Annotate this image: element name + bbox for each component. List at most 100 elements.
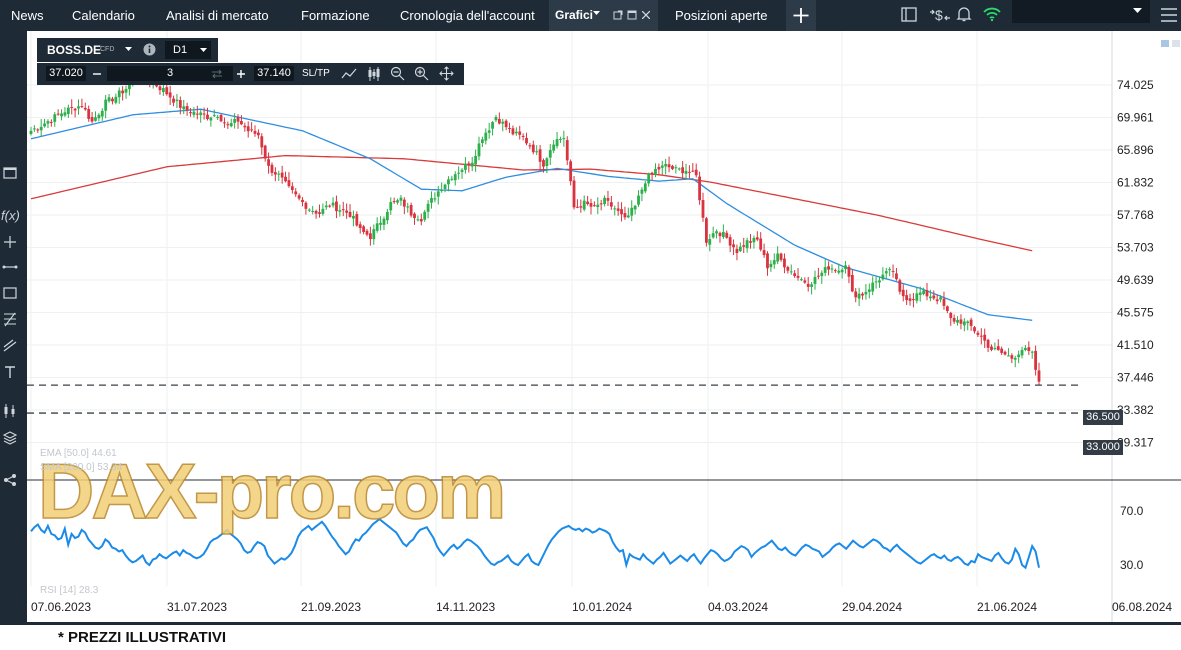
candle: [304, 201, 308, 215]
candle: [976, 330, 980, 338]
rsi-indicator: 70.0 30.0: [30, 504, 1144, 572]
candle: [480, 136, 484, 147]
zoom-in-icon[interactable]: [414, 66, 429, 81]
candle: [206, 107, 209, 121]
candle: [195, 105, 199, 120]
zoom-out-icon[interactable]: [390, 66, 405, 81]
tab-news[interactable]: News: [11, 8, 44, 23]
candle: [833, 268, 837, 273]
money-transfer-icon[interactable]: $: [929, 6, 951, 24]
candle: [806, 276, 810, 292]
candle: [671, 164, 674, 171]
close-icon[interactable]: [642, 11, 650, 19]
candle: [823, 259, 827, 277]
maximize-icon[interactable]: [627, 10, 637, 20]
candle: [90, 111, 94, 124]
candle: [355, 211, 359, 227]
chart-window-icon[interactable]: [3, 167, 17, 179]
rectangle-icon[interactable]: [3, 287, 17, 299]
swap-icon[interactable]: [210, 68, 224, 80]
candle: [494, 114, 498, 122]
candle: [117, 87, 121, 104]
function-icon[interactable]: f(x): [1, 207, 21, 223]
price-line-label-33000[interactable]: 33.000: [1083, 440, 1123, 455]
candle: [986, 338, 990, 353]
trend-line-icon[interactable]: [3, 339, 17, 353]
instrument-symbol[interactable]: BOSS.DE: [47, 43, 102, 57]
share-icon[interactable]: [3, 473, 17, 487]
chevron-down-icon[interactable]: [593, 11, 600, 16]
info-icon[interactable]: [143, 43, 156, 56]
quantity-input[interactable]: 3: [107, 66, 233, 81]
layers-icon[interactable]: [3, 431, 17, 445]
price-chart[interactable]: 74.025 69.961 65.896 61.832 57.768 53.703 49.6…: [27, 31, 1181, 622]
line-chart-icon[interactable]: [341, 67, 357, 81]
move-icon[interactable]: [439, 66, 454, 81]
minus-icon[interactable]: [90, 67, 104, 81]
candle: [650, 171, 654, 181]
candle: [752, 235, 756, 249]
buy-price-button[interactable]: 37.140: [254, 66, 294, 81]
bell-icon[interactable]: [956, 6, 972, 23]
candle: [783, 253, 786, 274]
tab-cronologia-account[interactable]: Cronologia dell'account: [400, 8, 535, 23]
candle: [365, 229, 369, 237]
horizontal-line-icon[interactable]: [2, 261, 18, 273]
candle: [77, 99, 80, 115]
chevron-down-icon[interactable]: [125, 47, 132, 52]
detach-icon[interactable]: [613, 10, 623, 20]
candle: [352, 210, 355, 227]
plus-icon[interactable]: [786, 0, 816, 31]
crosshair-icon[interactable]: [3, 235, 17, 249]
candle: [389, 197, 393, 215]
tab-formazione[interactable]: Formazione: [301, 8, 370, 23]
instrument-panel[interactable]: BOSS.DE CFD D1: [37, 38, 218, 62]
candle: [1007, 348, 1010, 357]
chart-type-candles-icon[interactable]: [367, 66, 381, 82]
candle: [793, 270, 797, 278]
candle: [491, 121, 494, 136]
candle: [70, 99, 74, 115]
candle: [596, 197, 600, 215]
candle: [728, 234, 732, 253]
candle: [172, 95, 175, 107]
layout-panel-icon[interactable]: [901, 7, 917, 23]
candle: [912, 292, 915, 308]
tab-grafici[interactable]: Grafici: [549, 0, 658, 31]
sell-price-button[interactable]: 37.020: [46, 66, 86, 81]
chart-area[interactable]: 74.025 69.961 65.896 61.832 57.768 53.703 49.6…: [27, 31, 1181, 622]
tab-analisi-di-mercato[interactable]: Analisi di mercato: [166, 8, 269, 23]
hamburger-menu-icon[interactable]: [1160, 7, 1178, 23]
tab-calendario[interactable]: Calendario: [72, 8, 135, 23]
candle: [189, 108, 192, 117]
plus-icon[interactable]: [234, 67, 248, 81]
account-selector[interactable]: [1012, 0, 1150, 23]
candle: [453, 171, 457, 186]
price-axis-label: 49.639: [1117, 273, 1154, 287]
candle: [949, 311, 953, 326]
sl-tp-button[interactable]: SL/TP: [302, 68, 330, 79]
candle: [572, 176, 576, 210]
text-tool-icon[interactable]: [3, 365, 17, 379]
candle: [192, 107, 196, 118]
candle: [440, 182, 444, 193]
price-line-label-36500[interactable]: 36.500: [1083, 410, 1123, 425]
fibonacci-icon[interactable]: [3, 312, 17, 328]
candle: [514, 127, 518, 136]
candle: [413, 212, 416, 225]
price-axis-label: 33.382: [1117, 403, 1154, 417]
candle: [426, 200, 430, 219]
candle: [1027, 341, 1031, 355]
tab-posizioni-aperte[interactable]: Posizioni aperte: [675, 8, 768, 23]
candle: [423, 209, 427, 222]
candle: [565, 136, 569, 166]
candle: [922, 287, 926, 296]
candle: [633, 204, 637, 215]
candle: [861, 292, 864, 300]
chart-corner-icon[interactable]: [1161, 40, 1180, 47]
candle: [701, 192, 705, 222]
candles-icon[interactable]: [3, 403, 17, 419]
date-axis-label: 04.03.2024: [708, 600, 768, 614]
timeframe-selector[interactable]: D1: [165, 41, 211, 59]
candle: [521, 133, 525, 141]
